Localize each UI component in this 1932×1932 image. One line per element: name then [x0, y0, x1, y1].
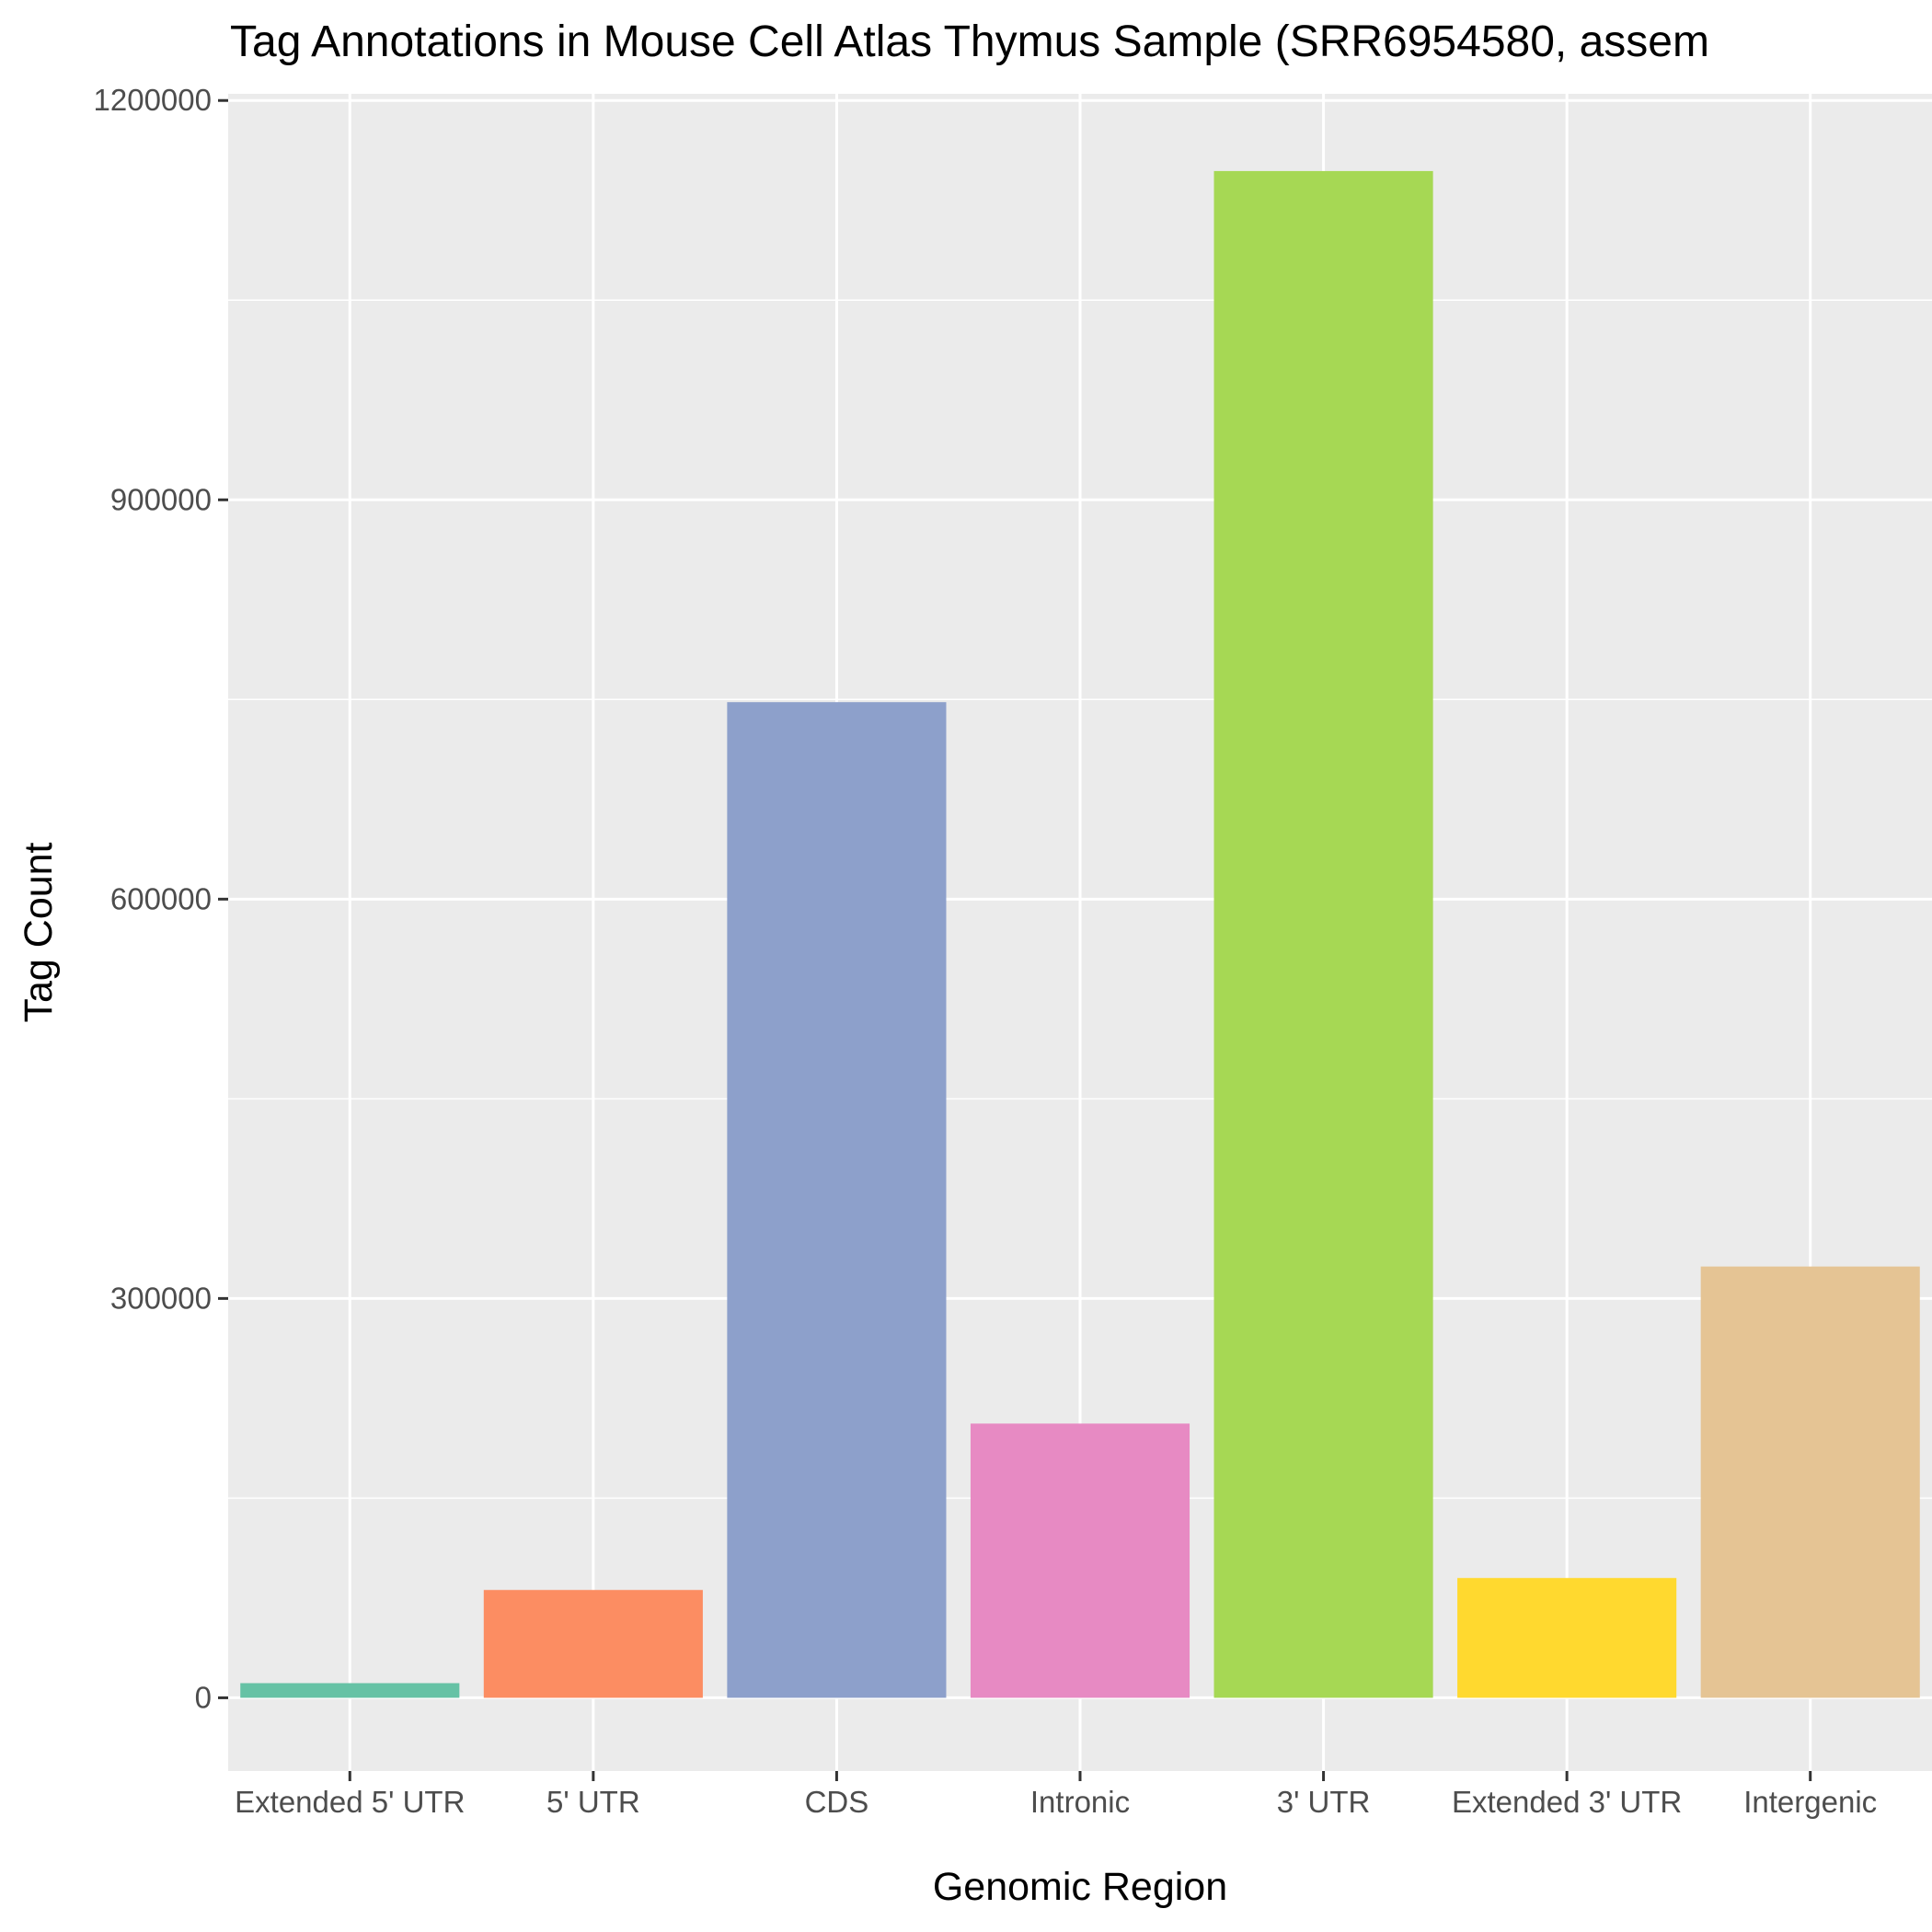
x-tick-label: 3' UTR	[1277, 1785, 1371, 1819]
bar	[1213, 170, 1433, 1698]
bar	[483, 1590, 703, 1698]
bar	[1457, 1578, 1677, 1698]
bar	[240, 1683, 460, 1698]
y-axis: 0 300000 600000 900000 1200000	[94, 83, 228, 1714]
bar	[970, 1423, 1190, 1698]
x-tick-label: Intronic	[1030, 1785, 1130, 1819]
x-axis: Extended 5' UTR 5' UTR CDS Intronic 3' UTR Ex…	[235, 1771, 1877, 1819]
y-tick-label: 1200000	[94, 83, 212, 117]
x-tick-label: Extended 3' UTR	[1452, 1785, 1682, 1819]
y-tick-label: 900000	[110, 482, 212, 516]
x-tick-label: Intergenic	[1743, 1785, 1877, 1819]
bars	[240, 170, 1920, 1698]
bar	[1700, 1266, 1920, 1698]
x-axis-title: Genomic Region	[933, 1865, 1227, 1909]
y-axis-title: Tag Count	[17, 842, 61, 1022]
bar	[727, 702, 947, 1698]
x-tick-label: 5' UTR	[546, 1785, 640, 1819]
y-tick-label: 300000	[110, 1281, 212, 1315]
chart-title: Tag Annotations in Mouse Cell Atlas Thym…	[230, 17, 1709, 66]
x-tick-label: CDS	[805, 1785, 869, 1819]
y-tick-label: 600000	[110, 881, 212, 915]
y-tick-label: 0	[195, 1680, 212, 1714]
x-tick-label: Extended 5' UTR	[235, 1785, 465, 1819]
